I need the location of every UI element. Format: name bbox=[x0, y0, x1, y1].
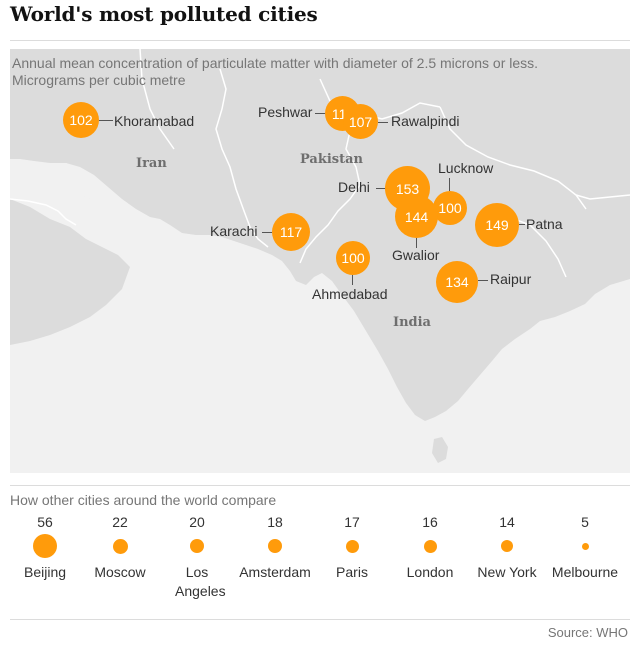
comparison-value: 20 bbox=[189, 514, 205, 530]
comparison-value: 16 bbox=[422, 514, 438, 530]
leader-line-khoramabad bbox=[99, 120, 113, 121]
city-value-khoramabad: 102 bbox=[69, 112, 93, 128]
comparison-dot bbox=[423, 539, 437, 553]
leader-line-patna bbox=[519, 224, 525, 225]
leader-line-karachi bbox=[262, 232, 272, 233]
comparison-item-new-york: 14 New York bbox=[462, 512, 552, 582]
map-subtitle: Annual mean concentration of particulate… bbox=[12, 55, 622, 89]
title-divider bbox=[10, 40, 630, 41]
comparison-city-name: Moscow bbox=[94, 564, 146, 580]
leader-line-lucknow bbox=[449, 178, 450, 191]
city-value-rawalpindi: 107 bbox=[348, 113, 373, 130]
country-label-iran: Iran bbox=[136, 156, 167, 171]
leader-line-delhi bbox=[376, 188, 385, 189]
subtitle-line-2: Micrograms per cubic metre bbox=[12, 72, 186, 88]
comparison-dot bbox=[581, 542, 589, 550]
comparison-value: 18 bbox=[267, 514, 283, 530]
comparison-city-name: Melbourne bbox=[551, 564, 619, 580]
comparison-dot bbox=[501, 540, 513, 552]
city-label-raipur: Raipur bbox=[490, 271, 532, 287]
source-note: Source: WHO bbox=[547, 625, 628, 640]
subtitle-line-1: Annual mean concentration of particulate… bbox=[12, 55, 539, 71]
city-bubble-ahmedabad: 100 bbox=[336, 241, 370, 275]
city-label-patna: Patna bbox=[526, 216, 563, 232]
comparison-item-paris: 17 Paris bbox=[307, 512, 397, 582]
city-value-raipur: 134 bbox=[445, 274, 469, 290]
footer-divider bbox=[10, 619, 630, 620]
city-bubble-karachi: 117 bbox=[272, 213, 310, 251]
city-bubble-rawalpindi: 107 bbox=[343, 104, 378, 139]
city-label-khoramabad: Khoramabad bbox=[114, 113, 195, 129]
city-value-ahmedabad: 100 bbox=[341, 250, 365, 266]
page-title: World's most polluted cities bbox=[10, 2, 318, 26]
comparison-dot bbox=[268, 539, 282, 553]
comparison-city-name: Beijing bbox=[23, 564, 67, 580]
city-label-lucknow: Lucknow bbox=[438, 160, 494, 176]
comparison-dot bbox=[190, 539, 204, 553]
city-bubble-lucknow: 100 bbox=[433, 191, 467, 225]
map: Annual mean concentration of particulate… bbox=[10, 49, 630, 473]
leader-line-ahmedabad bbox=[352, 275, 353, 285]
leader-line-gwalior bbox=[416, 238, 417, 248]
city-bubble-raipur: 134 bbox=[436, 261, 478, 303]
city-label-ahmedabad: Ahmedabad bbox=[312, 286, 388, 302]
island-sri-lanka bbox=[432, 437, 448, 463]
comparison-city-name: New York bbox=[477, 564, 537, 580]
city-value-karachi: 117 bbox=[279, 224, 303, 240]
comparison-value: 22 bbox=[112, 514, 128, 530]
comparison-city-name: Los Angeles bbox=[175, 564, 226, 599]
comparison-city-name: London bbox=[406, 564, 454, 580]
comparison-heading: How other cities around the world compar… bbox=[10, 492, 277, 508]
comparison-item-beijing: 56 Beijing bbox=[0, 512, 90, 582]
city-label-rawalpindi: Rawalpindi bbox=[391, 113, 460, 129]
city-label-peshwar: Peshwar bbox=[258, 104, 313, 120]
comparison-divider bbox=[10, 485, 630, 486]
city-bubble-khoramabad: 102 bbox=[63, 102, 99, 138]
comparison-value: 17 bbox=[344, 514, 360, 530]
comparison-item-melbourne: 5 Melbourne bbox=[540, 512, 630, 582]
comparison-value: 56 bbox=[37, 514, 53, 530]
comparison-item-moscow: 22 Moscow bbox=[75, 512, 165, 582]
leader-line-rawalpindi bbox=[378, 122, 388, 123]
comparison-city-name: Amsterdam bbox=[239, 564, 311, 580]
comparison-item-london: 16 London bbox=[385, 512, 475, 582]
city-label-delhi: Delhi bbox=[338, 179, 370, 195]
country-label-pakistan: Pakistan bbox=[300, 152, 363, 167]
city-label-gwalior: Gwalior bbox=[392, 247, 440, 263]
city-value-delhi: 153 bbox=[395, 180, 420, 197]
map-background bbox=[10, 49, 630, 463]
city-value-gwalior: 144 bbox=[404, 208, 429, 225]
comparison-item-los-angeles: 20 Los Angeles bbox=[152, 512, 242, 601]
comparison-dot bbox=[345, 539, 359, 553]
comparison-value: 5 bbox=[581, 514, 589, 530]
comparison-value: 14 bbox=[499, 514, 515, 530]
comparison-dot bbox=[33, 534, 57, 558]
leader-line-peshwar bbox=[315, 113, 325, 114]
city-bubble-patna: 149 bbox=[475, 203, 519, 247]
water-gulf bbox=[54, 163, 136, 219]
city-value-lucknow: 100 bbox=[438, 200, 462, 216]
city-bubble-gwalior: 144 bbox=[395, 195, 438, 238]
leader-line-raipur bbox=[478, 280, 488, 281]
comparison-city-name: Paris bbox=[336, 564, 368, 580]
city-label-karachi: Karachi bbox=[210, 223, 258, 239]
country-label-india: India bbox=[393, 315, 431, 330]
land-arabia bbox=[10, 199, 130, 345]
city-value-patna: 149 bbox=[485, 217, 509, 233]
comparison-item-amsterdam: 18 Amsterdam bbox=[230, 512, 320, 582]
land-mass bbox=[10, 49, 630, 421]
comparison-dot bbox=[112, 538, 128, 554]
